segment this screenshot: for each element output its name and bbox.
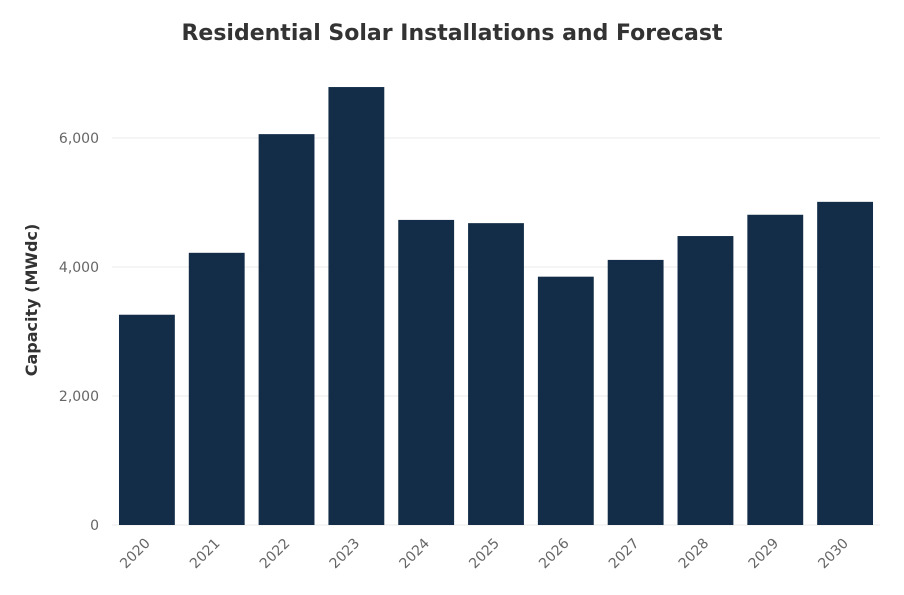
chart-title: Residential Solar Installations and Fore… (181, 21, 723, 46)
x-tick-label: 2027 (606, 536, 643, 573)
bar-2021 (188, 252, 245, 525)
x-tick-label: 2021 (187, 536, 224, 573)
bars (118, 87, 874, 526)
bar-2030 (817, 201, 874, 526)
bar-2023 (328, 87, 385, 526)
x-tick-label: 2024 (396, 535, 433, 572)
bar-2028 (677, 236, 734, 526)
x-axis-ticks: 2020 2021 2022 2023 2024 2025 2026 2027 2028 2029… (117, 535, 852, 572)
x-tick-label: 2020 (117, 536, 154, 573)
y-tick-label: 4,000 (59, 260, 99, 276)
x-tick-label: 2025 (466, 536, 503, 573)
y-tick-label: 2,000 (59, 389, 99, 405)
x-tick-label: 2028 (676, 536, 713, 573)
bar-2027 (607, 259, 664, 525)
x-tick-label: 2023 (327, 536, 364, 573)
bar-2024 (398, 219, 455, 526)
bar-2020 (118, 314, 175, 525)
bar-2022 (258, 134, 315, 525)
x-tick-label: 2026 (536, 535, 573, 572)
bar-2026 (537, 276, 594, 525)
y-axis-label: Capacity (MWdc) (22, 224, 41, 377)
x-tick-label: 2030 (815, 536, 852, 573)
bar-2025 (468, 223, 524, 525)
y-tick-label: 0 (90, 518, 99, 534)
bar-2029 (747, 214, 804, 525)
x-tick-label: 2022 (257, 536, 294, 573)
x-tick-label: 2029 (746, 536, 783, 573)
y-axis-ticks: 0 2,000 4,000 6,000 (59, 131, 99, 534)
y-tick-label: 6,000 (59, 131, 99, 147)
